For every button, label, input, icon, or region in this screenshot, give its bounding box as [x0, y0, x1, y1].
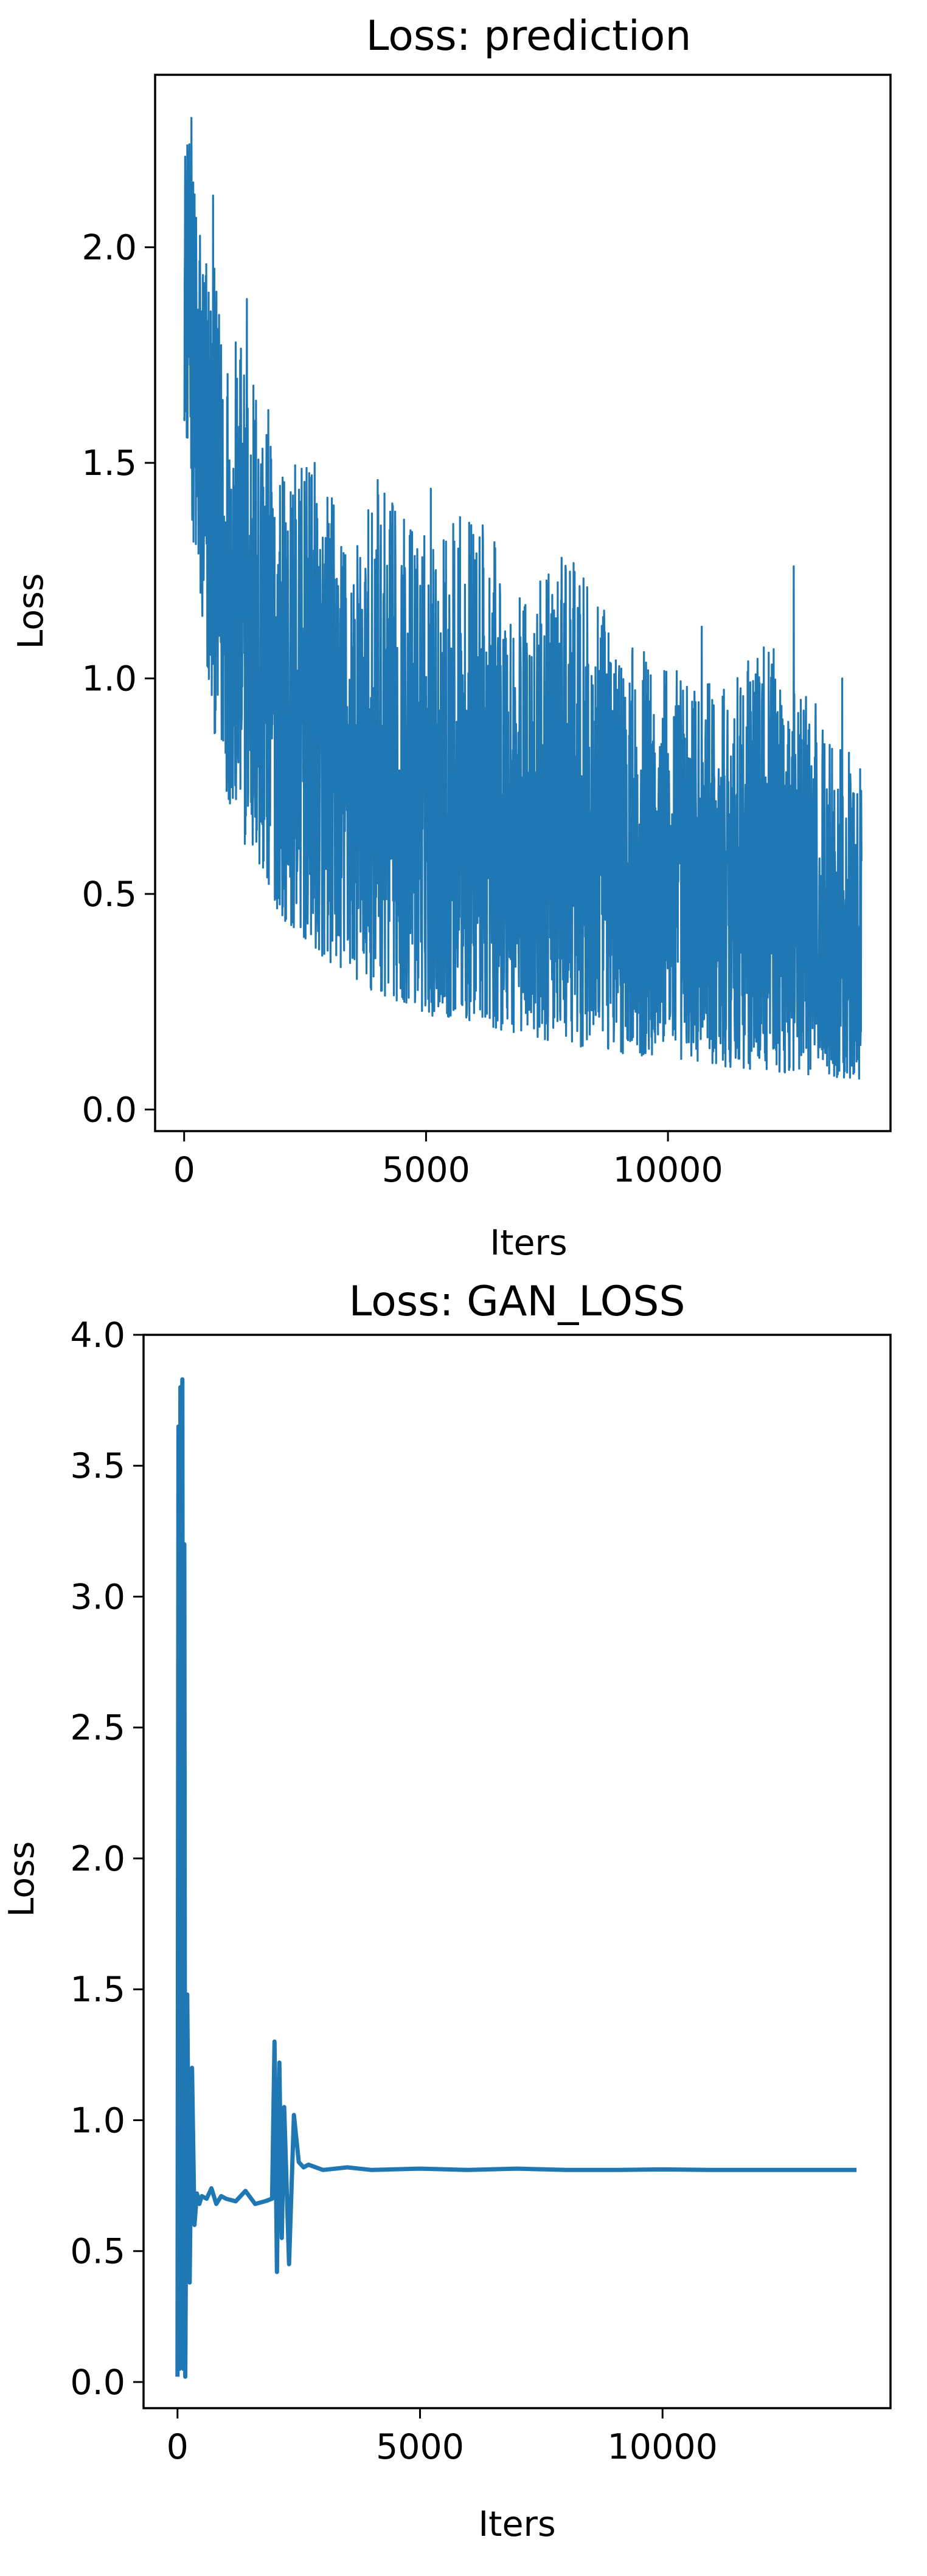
- y-tick-label: 0.5: [70, 2232, 125, 2272]
- y-tick-label: 3.5: [70, 1446, 125, 1486]
- x-tick-label: 5000: [382, 1150, 470, 1190]
- x-axis-label: Iters: [490, 1223, 567, 1263]
- axes-frame: [142, 1334, 892, 2409]
- chart-title: Loss: prediction: [366, 12, 692, 60]
- plot-area: [142, 1334, 892, 2409]
- y-tick-label: 0.0: [70, 2363, 125, 2403]
- plot-area: [154, 74, 892, 1132]
- x-tick-label: 5000: [376, 2427, 464, 2467]
- x-ticks: 0 5000 10000: [173, 1131, 723, 1190]
- x-tick-label: 0: [167, 2427, 189, 2467]
- series-line: [175, 1377, 857, 2379]
- y-tick-label: 2.5: [70, 1708, 125, 1748]
- x-ticks: 0 5000 10000: [167, 2408, 718, 2467]
- y-ticks: 0.0 0.5 1.0 1.5 2.0 2.5 3.0 3.5 4.0: [70, 1315, 144, 2403]
- y-tick-label: 1.5: [70, 1970, 125, 2010]
- x-tick-label: 10000: [613, 1150, 723, 1190]
- chart-title: Loss: GAN_LOSS: [349, 1278, 685, 1326]
- chart-prediction-loss: Loss: prediction Iters Loss 0 5000 10000 0…: [11, 12, 892, 1263]
- y-ticks: 0.0 0.5 1.0 1.5 2.0: [82, 228, 155, 1130]
- x-tick-label: 0: [173, 1150, 195, 1190]
- y-tick-label: 3.0: [70, 1577, 125, 1617]
- y-tick-label: 2.0: [82, 228, 137, 268]
- y-tick-label: 0.5: [82, 874, 137, 915]
- y-tick-label: 2.0: [70, 1839, 125, 1879]
- x-axis-label: Iters: [478, 2504, 555, 2544]
- y-tick-label: 1.5: [82, 443, 137, 483]
- y-tick-label: 0.0: [82, 1090, 137, 1130]
- series-line: [183, 117, 863, 1080]
- y-axis-label: Loss: [11, 573, 51, 649]
- y-tick-label: 1.0: [70, 2100, 125, 2141]
- axes-frame: [154, 74, 892, 1132]
- y-axis-label: Loss: [2, 1841, 42, 1917]
- x-tick-label: 10000: [608, 2427, 718, 2467]
- y-tick-label: 4.0: [70, 1315, 125, 1356]
- y-tick-label: 1.0: [82, 659, 137, 699]
- chart-gan-loss: Loss: GAN_LOSS Iters Loss 0 5000 10000 0.0…: [2, 1278, 892, 2544]
